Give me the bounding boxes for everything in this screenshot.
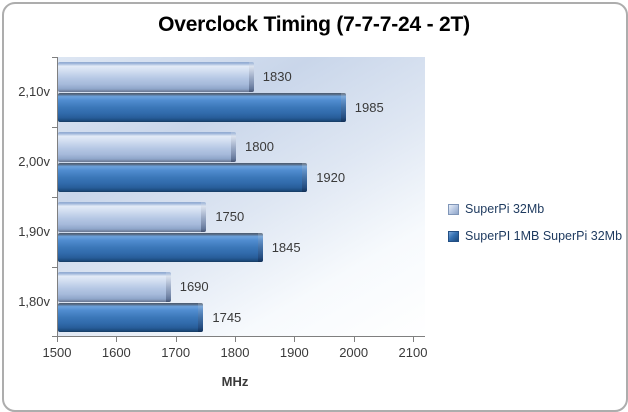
bar-value-label: 1690 xyxy=(179,279,209,294)
x-axis-tick-label: 1700 xyxy=(161,345,191,360)
y-category-label: 2,00v xyxy=(18,154,50,169)
x-axis-tick-label: 1500 xyxy=(42,345,72,360)
y-axis-tick xyxy=(52,336,57,337)
y-category-label: 2,10v xyxy=(18,84,50,99)
bar-series0 xyxy=(58,62,254,92)
bar-value-label: 1750 xyxy=(215,209,245,224)
bar-value-label: 1830 xyxy=(262,69,292,84)
bar-value-label: 1985 xyxy=(354,99,384,115)
x-axis-tick-label: 2100 xyxy=(398,345,428,360)
legend-item: SuperPi 32Mb xyxy=(448,202,622,216)
x-axis-tick xyxy=(353,337,355,342)
bar-value-label: 1845 xyxy=(271,239,301,255)
bar-value-label: 1745 xyxy=(212,309,242,325)
x-axis-tick xyxy=(413,337,414,342)
x-axis-tick xyxy=(116,337,118,342)
x-axis-tick xyxy=(175,337,177,342)
y-category-label: 1,80v xyxy=(18,294,50,309)
bar-series1 xyxy=(58,93,346,122)
y-category-label: 1,90v xyxy=(18,224,50,239)
y-axis-tick xyxy=(52,57,57,58)
legend-marker-icon xyxy=(448,203,459,215)
bar-series1 xyxy=(58,303,204,332)
bar-value-label: 1920 xyxy=(316,169,346,185)
x-axis-tick-label: 2000 xyxy=(339,345,369,360)
bar-series0 xyxy=(58,132,236,162)
bar-series0 xyxy=(58,272,171,302)
bar-series0 xyxy=(58,202,207,232)
bar-series1 xyxy=(58,233,263,262)
legend-label: SuperPI 1MB SuperPi 32Mb xyxy=(465,229,623,243)
y-axis-tick xyxy=(52,197,57,198)
x-axis-tick xyxy=(294,337,296,342)
x-axis-tick-label: 1600 xyxy=(101,345,131,360)
y-axis-tick xyxy=(52,267,57,268)
bar-value-label: 1800 xyxy=(245,139,274,154)
bar-series1 xyxy=(58,163,308,192)
x-axis-title: MHz xyxy=(221,374,249,389)
legend-item: SuperPI 1MB SuperPi 32Mb xyxy=(448,229,622,243)
x-axis-tick xyxy=(57,337,58,342)
legend-label: SuperPi 32Mb xyxy=(465,202,545,216)
legend-marker-icon xyxy=(448,230,459,242)
x-axis-tick-label: 1800 xyxy=(220,345,250,360)
plot-area: 1830 1985 1800 1920 1750 1845 1690 1745 xyxy=(57,57,425,337)
legend: SuperPi 32Mb SuperPI 1MB SuperPi 32Mb xyxy=(448,202,622,256)
x-axis-tick xyxy=(235,337,236,342)
chart-title: Overclock Timing (7-7-7-24 - 2T) xyxy=(158,13,470,36)
y-axis-tick xyxy=(52,127,57,128)
x-axis-tick-label: 1900 xyxy=(279,345,309,360)
